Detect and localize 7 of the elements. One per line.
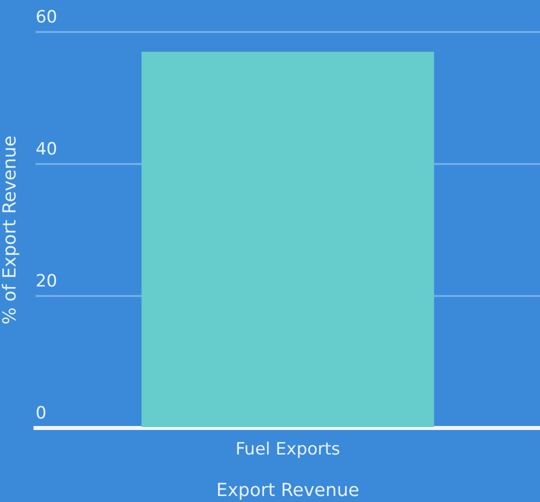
y-tick-label: 40	[36, 139, 58, 160]
y-tick-label: 20	[36, 271, 58, 292]
x-axis-title: Export Revenue	[216, 480, 360, 501]
x-tick-label: Fuel Exports	[235, 440, 340, 460]
y-tick-label: 0	[36, 403, 46, 424]
y-tick-label: 60	[36, 7, 58, 28]
y-axis-title: % of Export Revenue	[0, 136, 20, 324]
